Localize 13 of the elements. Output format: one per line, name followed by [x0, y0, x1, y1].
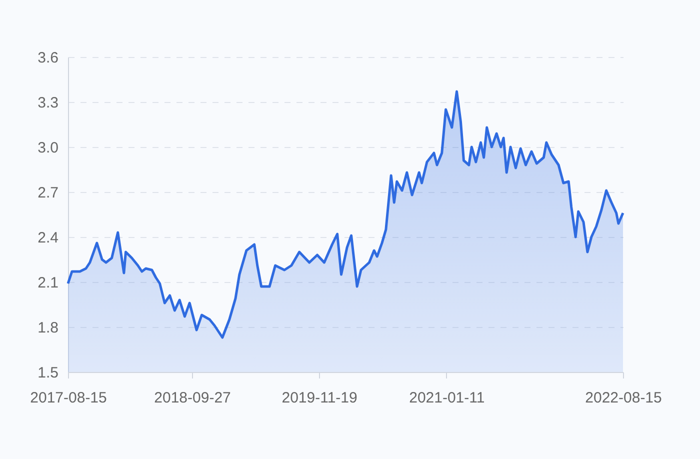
y-tick-label: 2.7	[38, 184, 58, 202]
x-tick-label: 2022-08-15	[585, 390, 662, 406]
y-tick-label: 2.4	[38, 230, 58, 246]
x-tick-label: 2018-09-27	[154, 390, 231, 406]
y-tick-label: 3.3	[38, 94, 58, 112]
y-tick-label: 3.0	[38, 140, 58, 156]
y-tick-label: 3.6	[38, 50, 58, 66]
y-tick-label: 1.5	[38, 364, 58, 382]
y-tick-label: 2.1	[38, 274, 58, 292]
y-tick-label: 1.8	[38, 320, 58, 336]
x-tick-label: 2017-08-15	[30, 390, 107, 406]
x-tick-label: 2021-01-11	[409, 390, 485, 406]
x-tick-label: 2019-11-19	[282, 390, 358, 406]
